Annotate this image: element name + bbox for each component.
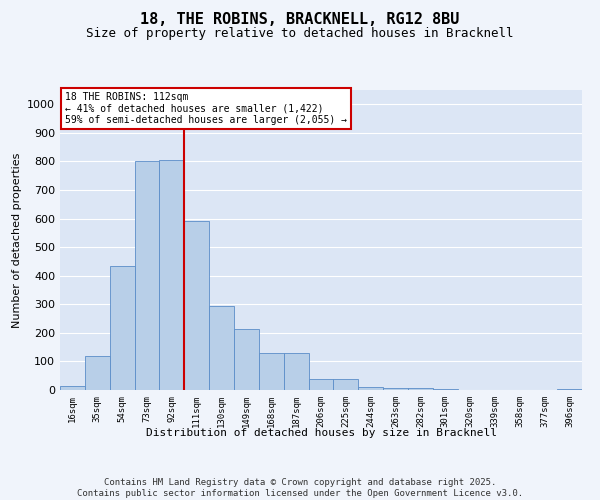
- Y-axis label: Number of detached properties: Number of detached properties: [11, 152, 22, 328]
- Bar: [308, 380, 334, 390]
- Bar: [134, 162, 160, 390]
- Bar: [184, 222, 209, 390]
- Bar: [160, 160, 184, 390]
- Bar: [383, 388, 408, 390]
- Text: 18 THE ROBINS: 112sqm
← 41% of detached houses are smaller (1,422)
59% of semi-d: 18 THE ROBINS: 112sqm ← 41% of detached …: [65, 92, 347, 124]
- Bar: [110, 266, 134, 390]
- Text: Size of property relative to detached houses in Bracknell: Size of property relative to detached ho…: [86, 28, 514, 40]
- Bar: [358, 386, 383, 390]
- Text: Distribution of detached houses by size in Bracknell: Distribution of detached houses by size …: [146, 428, 497, 438]
- Bar: [408, 388, 433, 390]
- Bar: [259, 353, 284, 390]
- Bar: [85, 356, 110, 390]
- Text: Contains HM Land Registry data © Crown copyright and database right 2025.
Contai: Contains HM Land Registry data © Crown c…: [77, 478, 523, 498]
- Bar: [433, 388, 458, 390]
- Bar: [60, 386, 85, 390]
- Bar: [334, 379, 358, 390]
- Bar: [557, 389, 582, 390]
- Bar: [234, 328, 259, 390]
- Bar: [209, 306, 234, 390]
- Text: 18, THE ROBINS, BRACKNELL, RG12 8BU: 18, THE ROBINS, BRACKNELL, RG12 8BU: [140, 12, 460, 28]
- Bar: [284, 353, 308, 390]
